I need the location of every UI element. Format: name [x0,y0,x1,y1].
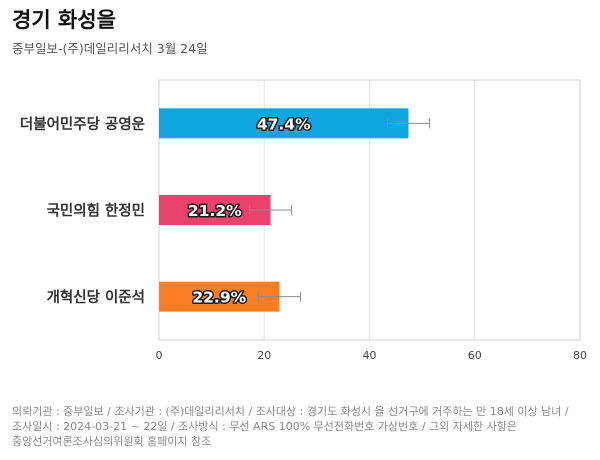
category-label: 개혁신당 이준석 [47,288,145,306]
footnote-line: 중앙선거여론조사심의위원회 홈페이지 참조 [12,435,212,448]
data-label: 47.4% [257,115,311,133]
bar-chart: 0 20 40 60 80 더불어민주당 공영운 47.4% 국민의힘 한정민 21.2% 개혁신… [20,79,587,362]
footnote-line: 의뢰기관 : 중부일보 / 조사기관 : (주)데일리리서치 / 조사대상 : … [12,405,569,418]
page-title: 경기 화성을 [12,8,116,32]
category-label: 더불어민주당 공영운 [20,115,145,133]
x-tick-label: 40 [363,349,377,362]
x-tick-label: 60 [468,349,482,362]
bar [159,108,409,139]
footnote-line: 조사일시 : 2024-03-21 ~ 22일 / 조사방식 : 무선 ARS … [12,420,517,433]
x-tick-label: 80 [573,349,587,362]
data-label: 22.9% [192,289,246,307]
x-tick-label: 0 [156,349,163,362]
page-subtitle: 중부일보-(주)데일리리서치 3월 24일 [12,41,208,56]
x-tick-label: 20 [257,349,271,362]
data-label: 21.2% [188,202,242,220]
category-label: 국민의힘 한정민 [47,202,145,220]
footnote: 의뢰기관 : 중부일보 / 조사기관 : (주)데일리리서치 / 조사대상 : … [12,404,594,449]
